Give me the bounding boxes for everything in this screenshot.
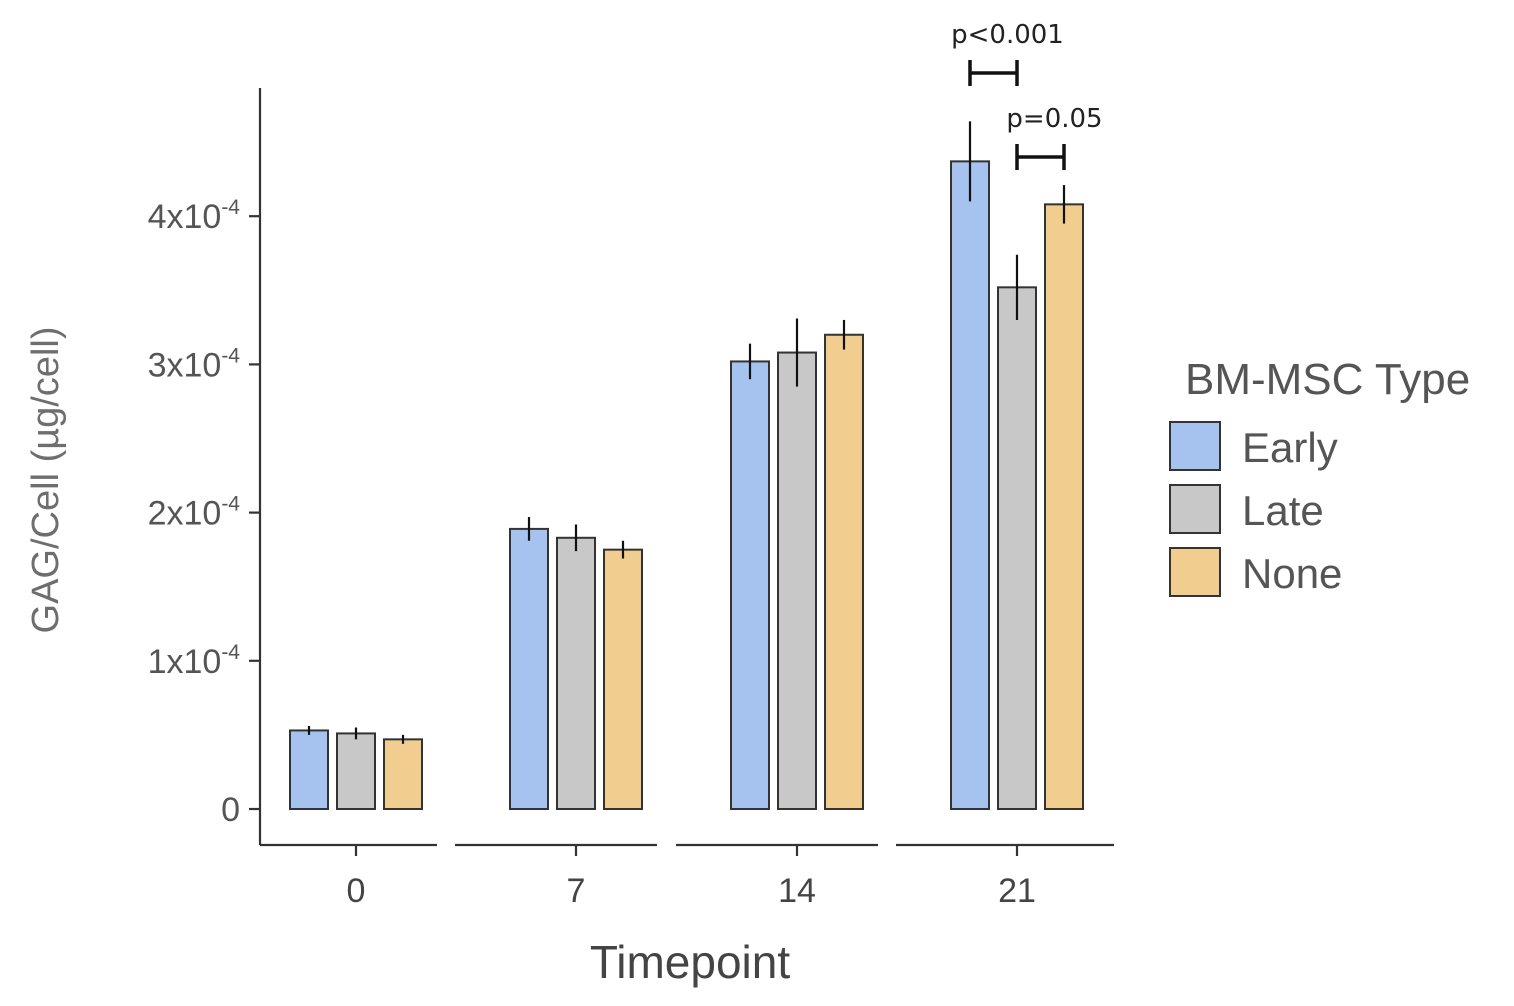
- bar-early-t21: [950, 160, 990, 810]
- bars-group: [289, 160, 1084, 811]
- y-tick-label: 0: [221, 791, 240, 829]
- y-tick-label: 1x10-4: [148, 641, 241, 681]
- y-tick-label: 3x10-4: [148, 344, 241, 384]
- bar-late-t7: [556, 536, 596, 810]
- axes-group: 0 1x10-4 2x10-4 3x10-4 4x10-4 0 7 14 21: [148, 88, 1114, 910]
- bar-late-t0: [336, 732, 376, 811]
- significance-bracket: [968, 60, 1019, 86]
- legend-label-late: Late: [1242, 487, 1324, 534]
- legend-swatch-early: [1169, 421, 1221, 471]
- error-bars-group: [307, 121, 1066, 744]
- bar-early-t7: [509, 527, 549, 810]
- legend-label-none: None: [1242, 550, 1342, 597]
- legend-swatch-none: [1169, 547, 1221, 597]
- y-tick-label: 4x10-4: [148, 196, 241, 236]
- x-tick-label: 14: [778, 872, 816, 910]
- bar-late-t14: [777, 351, 817, 810]
- p-value-label: p=0.05: [1006, 104, 1102, 134]
- bar-late-t21: [997, 286, 1037, 810]
- bar-early-t14: [730, 360, 770, 810]
- legend: BM-MSC Type Early Late None: [1169, 355, 1470, 597]
- x-tick-label: 7: [567, 872, 586, 910]
- x-tick-label: 21: [998, 872, 1036, 910]
- significance-annotations: p<0.001 p=0.05: [951, 20, 1103, 170]
- bar-none-t0: [383, 738, 423, 811]
- y-axis-label: GAG/Cell (µg/cell): [25, 327, 67, 634]
- legend-label-early: Early: [1242, 424, 1338, 471]
- y-tick-label: 2x10-4: [148, 493, 241, 533]
- bar-none-t14: [824, 333, 864, 810]
- bar-early-t0: [289, 729, 329, 810]
- legend-title: BM-MSC Type: [1185, 355, 1470, 404]
- bar-none-t7: [603, 548, 643, 811]
- x-tick-label: 0: [347, 872, 366, 910]
- p-value-label: p<0.001: [951, 20, 1064, 50]
- legend-swatch-late: [1169, 484, 1221, 534]
- significance-bracket: [1015, 144, 1066, 170]
- bar-none-t21: [1044, 203, 1084, 810]
- x-axis-label: Timepoint: [590, 936, 790, 988]
